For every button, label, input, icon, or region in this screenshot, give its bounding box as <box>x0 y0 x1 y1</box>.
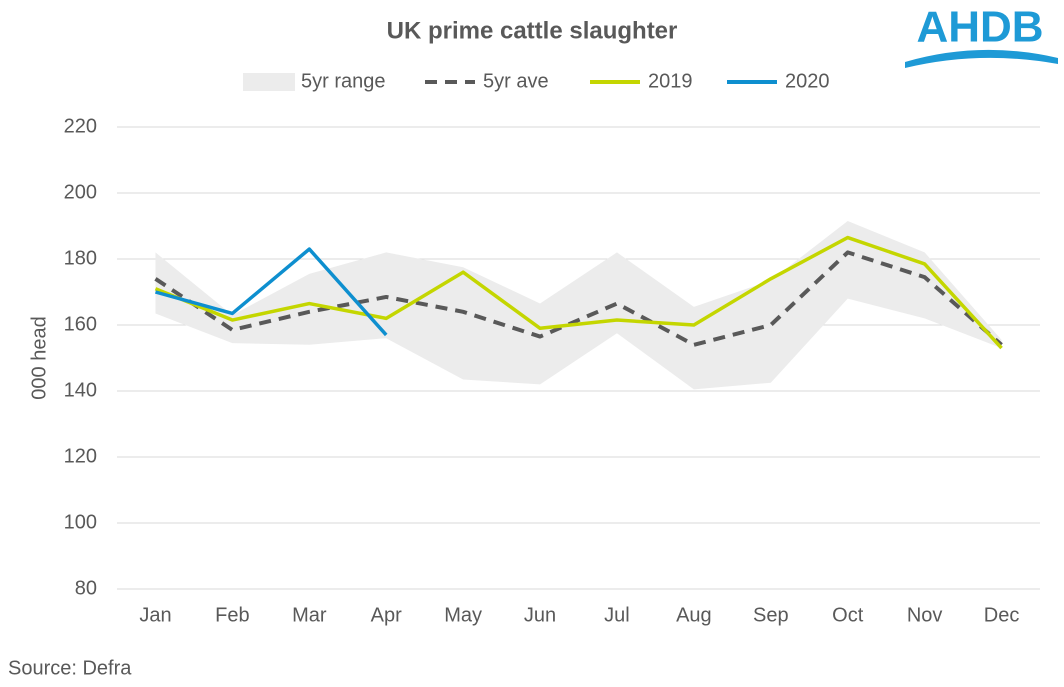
x-tick-label: Jan <box>139 604 171 626</box>
x-tick-label: Aug <box>676 604 712 626</box>
y-tick-label: 120 <box>64 445 97 467</box>
x-tick-label: Sep <box>753 604 789 626</box>
chart-title: UK prime cattle slaughter <box>387 17 678 44</box>
y-tick-label: 140 <box>64 379 97 401</box>
logo: AHDB <box>916 3 1043 52</box>
x-tick-label: Feb <box>215 604 249 626</box>
x-tick-label: Dec <box>984 604 1020 626</box>
x-tick-label: May <box>444 604 482 626</box>
x-tick-label: Oct <box>832 604 864 626</box>
y-tick-label: 80 <box>75 577 97 599</box>
legend-swatch <box>243 73 295 91</box>
y-tick-label: 200 <box>64 181 97 203</box>
y-tick-label: 100 <box>64 511 97 533</box>
y-tick-label: 180 <box>64 247 97 269</box>
legend-label: 2020 <box>785 70 830 92</box>
x-tick-label: Apr <box>371 604 402 626</box>
source: Source: Defra <box>8 657 132 679</box>
x-tick-label: Jul <box>604 604 630 626</box>
legend-label: 2019 <box>648 70 693 92</box>
series-line <box>154 235 1003 350</box>
range-area <box>155 221 1002 390</box>
x-tick-label: Mar <box>292 604 327 626</box>
x-tick-label: Jun <box>524 604 556 626</box>
y-tick-label: 160 <box>64 313 97 335</box>
y-axis-label: 000 head <box>28 316 50 399</box>
y-tick-label: 220 <box>64 115 97 137</box>
legend-label: 5yr ave <box>483 70 549 92</box>
logo-swoosh <box>905 49 1058 68</box>
series-line <box>154 250 1003 347</box>
x-tick-label: Nov <box>907 604 943 626</box>
legend-label: 5yr range <box>301 70 386 92</box>
series-line <box>154 247 388 337</box>
